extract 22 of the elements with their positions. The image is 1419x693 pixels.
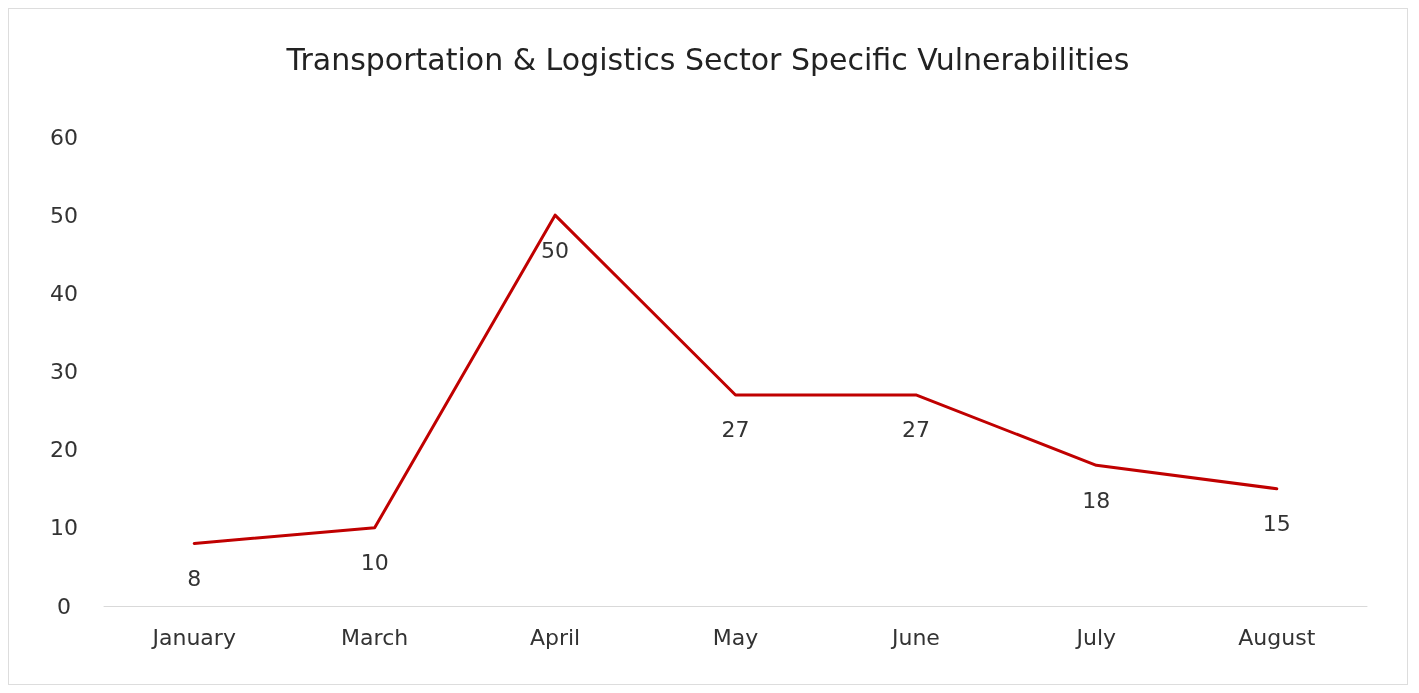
y-tick-label: 20 [50,437,78,463]
y-tick-label: 40 [50,280,78,306]
data-label: 15 [1262,511,1291,537]
data-label: 10 [360,550,389,576]
x-tick-label: July [1074,624,1117,650]
y-tick-label: 0 [57,593,71,619]
y-tick-label: 50 [50,202,78,228]
chart-title: Transportation & Logistics Sector Specific Vulnerabilities [285,41,1130,77]
x-tick-label: June [889,624,940,650]
x-tick-label: April [529,624,581,650]
x-tick-label: January [150,624,236,650]
y-tick-label: 60 [50,124,78,150]
y-tick-label: 30 [50,359,78,384]
data-label: 27 [901,417,930,443]
data-label: 18 [1082,487,1111,513]
x-tick-label: May [712,624,759,650]
x-tick-label: August [1238,624,1316,650]
data-label: 27 [721,417,750,443]
x-tick-label: March [341,624,409,650]
y-tick-label: 10 [50,515,78,541]
data-label: 50 [541,237,570,263]
data-label: 8 [187,565,202,591]
